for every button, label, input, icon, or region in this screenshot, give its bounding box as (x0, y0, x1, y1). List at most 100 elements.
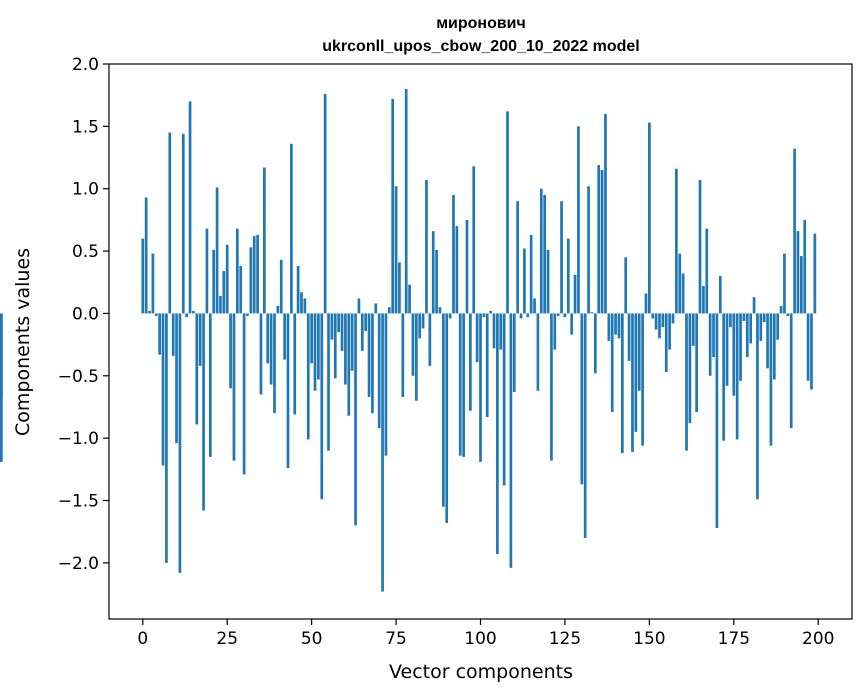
y-axis-ticks: 2.0 1.5 1.0 0.5 0.0 −0.5 −1.0 −1.5 −2.0 (58, 55, 109, 574)
bar (448, 313, 452, 319)
bar (799, 256, 803, 314)
bar (242, 313, 246, 475)
bar (479, 313, 482, 462)
bar (485, 313, 489, 417)
bar (374, 303, 378, 314)
bar (810, 313, 813, 390)
bar (327, 313, 330, 451)
bar (212, 249, 216, 314)
bar (337, 313, 340, 333)
bar (813, 233, 817, 314)
bar (239, 266, 243, 314)
bar (553, 313, 557, 350)
bar (394, 186, 398, 314)
bar (185, 313, 189, 318)
bar (702, 286, 705, 314)
bar (276, 305, 280, 314)
bar (283, 313, 286, 360)
bar (668, 313, 671, 350)
bar (472, 166, 476, 314)
bar (783, 253, 786, 314)
bar (256, 234, 259, 314)
bar (175, 313, 178, 444)
bar (803, 219, 807, 314)
x-tick-label: 25 (216, 629, 238, 649)
bar (367, 313, 371, 397)
bar (715, 313, 719, 528)
bar (141, 238, 145, 314)
bar (607, 313, 611, 341)
y-tick-label: 1.5 (72, 117, 99, 137)
bar (188, 101, 192, 314)
x-axis-ticks: 0 25 50 75 100 125 150 175 200 (137, 619, 834, 649)
bar (759, 313, 763, 341)
bar (313, 313, 317, 391)
y-tick-label: −0.5 (58, 367, 99, 387)
bar (208, 313, 212, 457)
y-tick-label: −1.5 (58, 492, 99, 512)
y-tick-label: 0.0 (72, 304, 99, 324)
bar (769, 313, 773, 446)
bar (198, 313, 202, 366)
bar (465, 219, 469, 314)
bar (543, 194, 547, 314)
bar (144, 197, 148, 314)
bar (627, 313, 631, 361)
bar (286, 313, 290, 469)
x-tick-label: 50 (301, 629, 323, 649)
bar (408, 284, 411, 314)
bar (350, 313, 354, 371)
bar (178, 313, 182, 573)
bar (512, 313, 516, 393)
bar (644, 293, 648, 314)
bar (577, 126, 580, 314)
bar (411, 313, 415, 376)
bar (323, 93, 327, 314)
bar (556, 313, 560, 316)
y-tick-label: 0.5 (72, 242, 99, 262)
bar (377, 313, 381, 429)
y-tick-label: −2.0 (58, 554, 99, 574)
bar (458, 313, 462, 456)
bar (560, 201, 563, 314)
bar (661, 313, 665, 328)
bar (469, 313, 472, 411)
bar (712, 313, 715, 358)
bar (529, 234, 533, 314)
bar (570, 313, 574, 335)
bar (516, 201, 519, 314)
bar (333, 313, 337, 379)
bar (688, 313, 692, 424)
bar (475, 313, 479, 363)
bar (344, 313, 347, 385)
bar (154, 313, 158, 316)
bar (431, 231, 435, 314)
bar (610, 313, 614, 412)
bar (381, 313, 384, 592)
bar (698, 179, 702, 314)
bar (732, 313, 736, 396)
bar (360, 313, 364, 351)
bar (762, 313, 766, 323)
bar (418, 313, 422, 339)
bar (300, 292, 303, 314)
bar (526, 313, 530, 318)
bar (435, 249, 438, 314)
bar (246, 313, 249, 316)
bar (587, 186, 590, 314)
bar (604, 113, 607, 314)
bar (148, 310, 151, 314)
bar (691, 313, 695, 346)
bar (664, 313, 668, 373)
bar (641, 313, 644, 446)
bar (215, 187, 219, 314)
bar (756, 313, 759, 500)
bar (273, 313, 276, 414)
bar (597, 165, 601, 314)
bar (165, 313, 168, 563)
x-tick-label: 100 (464, 629, 496, 649)
x-tick-label: 200 (802, 629, 834, 649)
bar (357, 298, 361, 314)
bar (634, 313, 638, 432)
